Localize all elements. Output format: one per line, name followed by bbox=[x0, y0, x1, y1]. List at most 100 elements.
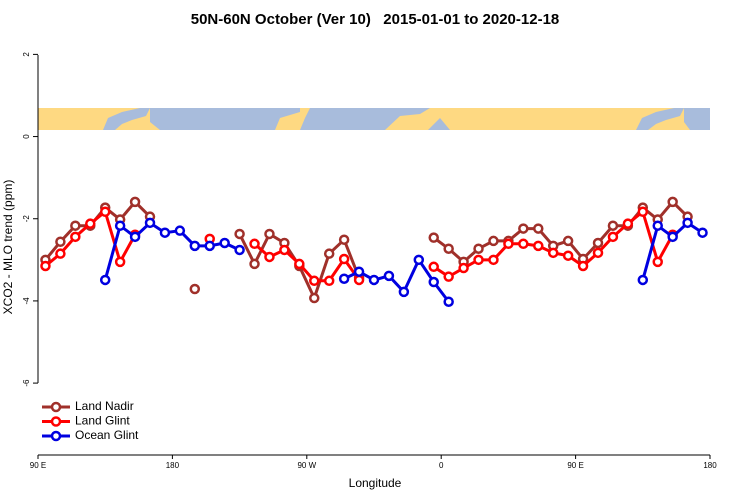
data-point bbox=[383, 270, 395, 282]
data-point bbox=[264, 251, 275, 263]
legend-marker bbox=[50, 416, 62, 427]
y-tick-label: -6 bbox=[22, 379, 31, 387]
data-point bbox=[204, 240, 215, 252]
x-tick-label: 0 bbox=[439, 461, 444, 470]
data-point bbox=[428, 232, 439, 243]
data-point bbox=[518, 238, 529, 250]
data-point bbox=[697, 227, 708, 238]
data-point bbox=[114, 256, 126, 268]
data-point bbox=[637, 206, 649, 218]
data-point bbox=[55, 236, 66, 247]
data-point bbox=[323, 248, 335, 259]
data-point bbox=[70, 220, 81, 231]
data-point bbox=[637, 274, 649, 286]
data-point bbox=[562, 235, 574, 247]
data-point bbox=[443, 296, 454, 307]
legend-label: Land Glint bbox=[75, 414, 130, 428]
data-point bbox=[174, 225, 186, 236]
data-point bbox=[309, 292, 320, 304]
data-point bbox=[488, 235, 499, 247]
data-point bbox=[353, 274, 365, 286]
map-water bbox=[428, 118, 450, 130]
y-tick-label: 2 bbox=[22, 52, 31, 57]
data-point bbox=[99, 206, 111, 218]
data-point bbox=[413, 254, 425, 266]
series-line bbox=[44, 199, 689, 303]
x-tick-label: 90 E bbox=[567, 461, 583, 470]
x-tick-label: 90 E bbox=[30, 461, 46, 470]
map-water bbox=[150, 108, 300, 130]
data-point bbox=[40, 260, 51, 272]
legend-label: Land Nadir bbox=[75, 399, 134, 413]
data-point bbox=[607, 220, 619, 231]
data-point bbox=[159, 227, 171, 238]
data-point bbox=[473, 243, 484, 254]
data-point bbox=[85, 218, 96, 229]
data-point bbox=[219, 237, 230, 249]
x-tick-label: 180 bbox=[703, 461, 717, 470]
data-point bbox=[189, 283, 201, 295]
data-point bbox=[503, 238, 514, 250]
map-strip bbox=[38, 108, 710, 130]
data-point bbox=[338, 273, 350, 284]
data-point bbox=[533, 223, 544, 234]
data-point bbox=[577, 260, 589, 272]
data-point bbox=[667, 231, 678, 243]
x-axis-label: Longitude bbox=[349, 476, 402, 490]
data-point bbox=[458, 262, 469, 274]
data-point bbox=[353, 266, 365, 277]
data-point bbox=[264, 228, 275, 240]
data-point bbox=[473, 254, 484, 266]
legend-marker bbox=[50, 430, 62, 442]
y-axis-label: XCO2 - MLO trend (ppm) bbox=[1, 180, 15, 315]
data-point bbox=[70, 231, 81, 243]
data-point bbox=[622, 218, 634, 229]
x-tick-label: 90 W bbox=[297, 461, 316, 470]
data-point bbox=[323, 275, 335, 287]
legend-label: Ocean Glint bbox=[75, 428, 139, 442]
data-point bbox=[682, 217, 693, 229]
data-point bbox=[592, 237, 604, 249]
data-point bbox=[129, 196, 141, 208]
data-point bbox=[667, 196, 678, 208]
data-point bbox=[99, 274, 111, 286]
data-point bbox=[592, 247, 604, 259]
map-water bbox=[300, 108, 430, 130]
data-point bbox=[488, 254, 499, 266]
data-point bbox=[234, 244, 245, 256]
x-tick-label: 180 bbox=[166, 461, 180, 470]
data-point bbox=[443, 243, 454, 254]
y-tick-label: -4 bbox=[22, 297, 31, 305]
map-water bbox=[684, 108, 710, 130]
data-point bbox=[428, 276, 439, 288]
map-water bbox=[103, 108, 150, 130]
data-point bbox=[652, 220, 663, 231]
data-point bbox=[562, 250, 574, 261]
data-point bbox=[234, 228, 245, 240]
data-point bbox=[607, 231, 619, 243]
data-point bbox=[398, 286, 410, 298]
y-tick-label: 0 bbox=[22, 134, 31, 139]
data-point bbox=[368, 274, 380, 286]
data-point bbox=[338, 234, 350, 245]
data-point bbox=[533, 240, 544, 252]
data-point bbox=[189, 240, 201, 252]
data-point bbox=[144, 217, 156, 229]
data-point bbox=[294, 258, 305, 270]
data-point bbox=[652, 256, 663, 268]
data-point bbox=[338, 253, 350, 265]
y-tick-label: -2 bbox=[22, 215, 31, 223]
map-water bbox=[636, 108, 684, 130]
chart-title: 50N-60N October (Ver 10) 2015-01-01 to 2… bbox=[191, 11, 560, 28]
data-point bbox=[518, 223, 529, 234]
data-point bbox=[129, 231, 141, 243]
data-point bbox=[443, 271, 454, 282]
data-point bbox=[55, 248, 66, 259]
data-point bbox=[249, 238, 260, 250]
data-point bbox=[249, 258, 260, 270]
data-point bbox=[279, 244, 290, 256]
data-point bbox=[428, 261, 439, 273]
legend-marker bbox=[50, 401, 62, 413]
